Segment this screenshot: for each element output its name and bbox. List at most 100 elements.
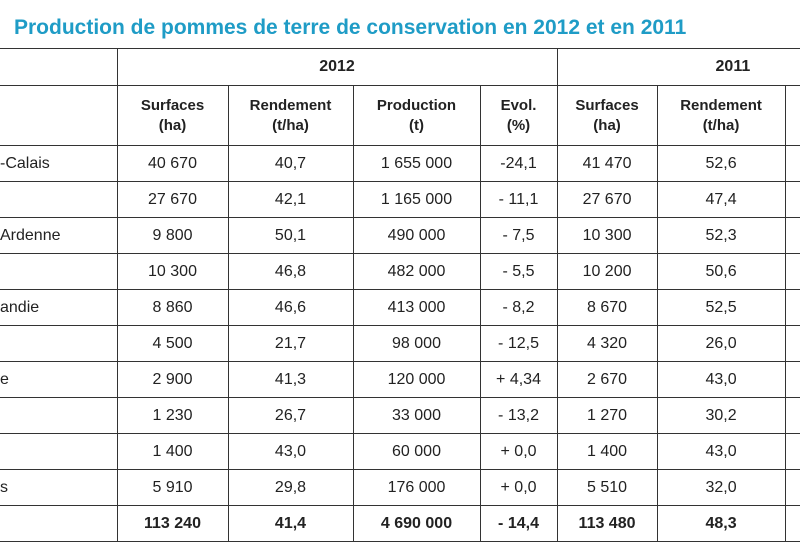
cell: 10 300 (116, 253, 229, 290)
cell: 46,6 (227, 289, 354, 326)
cell: 30,2 (656, 397, 786, 434)
cell: + 4,34 (479, 361, 558, 398)
cell (784, 289, 800, 326)
cell: 113 480 (556, 505, 658, 542)
cell (784, 253, 800, 290)
cell: - 14,4 (479, 505, 558, 542)
cell: - 11,1 (479, 181, 558, 218)
table-row: andie 8 860 46,6 413 000- 8,2 8 670 52,5 (0, 289, 800, 326)
cell: 50,6 (656, 253, 786, 290)
cell: 1 230 (116, 397, 229, 434)
table-row: Ardenne 9 800 50,1 490 000- 7,5 10 300 52,3 (0, 217, 800, 254)
row-label (0, 253, 118, 290)
cell: 41,3 (227, 361, 354, 398)
cell (784, 85, 800, 146)
cell (784, 325, 800, 362)
group-header: 2012 (116, 48, 558, 86)
cell: 46,8 (227, 253, 354, 290)
cell: 52,5 (656, 289, 786, 326)
cell (0, 48, 118, 86)
row-label (0, 397, 118, 434)
cell (784, 361, 800, 398)
cell: 8 670 (556, 289, 658, 326)
cell: 2 900 (116, 361, 229, 398)
cell: 9 800 (116, 217, 229, 254)
cell: 27 670 (556, 181, 658, 218)
cell: 4 500 (116, 325, 229, 362)
cell: 113 240 (116, 505, 229, 542)
title: Production de pommes de terre de conserv… (14, 16, 687, 39)
column-header: Rendement (t/ha) (656, 85, 786, 146)
cell: - 5,5 (479, 253, 558, 290)
cell: + 0,0 (479, 469, 558, 506)
table-row: 10 300 46,8 482 000- 5,5 10 200 50,6 (0, 253, 800, 290)
column-header-row: Surfaces (ha) Rendement (t/ha) Production … (0, 85, 800, 146)
cell: 42,1 (227, 181, 354, 218)
cell: 8 860 (116, 289, 229, 326)
table-row: 4 500 21,7 98 000- 12,5 4 320 26,0 (0, 325, 800, 362)
cell: 2 670 (556, 361, 658, 398)
row-label: s (0, 469, 118, 506)
cell: 1 400 (116, 433, 229, 470)
cell: 1 165 000 (352, 181, 481, 218)
row-label (0, 325, 118, 362)
table-row: 1 230 26,7 33 000- 13,2 1 270 30,2 (0, 397, 800, 434)
column-header: Surfaces (ha) (116, 85, 229, 146)
cell: 40 670 (116, 145, 229, 182)
cell (784, 433, 800, 470)
cell: - 13,2 (479, 397, 558, 434)
cell: 21,7 (227, 325, 354, 362)
table-row: 1 400 43,0 60 000 + 0,0 1 400 43,0 (0, 433, 800, 470)
cell: 1 270 (556, 397, 658, 434)
cell (784, 505, 800, 542)
cell: 482 000 (352, 253, 481, 290)
cell: + 0,0 (479, 433, 558, 470)
column-header: Evol. (%) (479, 85, 558, 146)
cell: 413 000 (352, 289, 481, 326)
column-header: Rendement (t/ha) (227, 85, 354, 146)
cell: 48,3 (656, 505, 786, 542)
cell: 26,0 (656, 325, 786, 362)
group-header: 2011 (556, 48, 800, 86)
cell: 41 470 (556, 145, 658, 182)
cell: 10 200 (556, 253, 658, 290)
cell: 60 000 (352, 433, 481, 470)
table-row: 27 670 42,1 1 165 000- 11,1 27 670 47,4 (0, 181, 800, 218)
cell: 27 670 (116, 181, 229, 218)
table-row: 113 240 41,4 4 690 000- 14,4 113 480 48,3 (0, 505, 800, 542)
cell: 4 320 (556, 325, 658, 362)
cell: 10 300 (556, 217, 658, 254)
cell: 120 000 (352, 361, 481, 398)
cell: 52,3 (656, 217, 786, 254)
cell (0, 85, 118, 146)
cell (784, 217, 800, 254)
cell: 4 690 000 (352, 505, 481, 542)
cell: 40,7 (227, 145, 354, 182)
row-label (0, 181, 118, 218)
group-header-row: 2012 2011 (0, 48, 800, 86)
table-row: -Calais 40 670 40,7 1 655 000 -24,1 41 470 52,… (0, 145, 800, 182)
row-label: e (0, 361, 118, 398)
row-label: andie (0, 289, 118, 326)
cell: 33 000 (352, 397, 481, 434)
cell: - 8,2 (479, 289, 558, 326)
cell: 43,0 (656, 433, 786, 470)
cell: 52,6 (656, 145, 786, 182)
cell: 176 000 (352, 469, 481, 506)
cell: 5 510 (556, 469, 658, 506)
cell (784, 397, 800, 434)
cell: 50,1 (227, 217, 354, 254)
cell (784, 469, 800, 506)
row-label (0, 505, 118, 542)
cell: 47,4 (656, 181, 786, 218)
cell: 43,0 (656, 361, 786, 398)
cell (784, 145, 800, 182)
cell: 1 655 000 (352, 145, 481, 182)
row-label (0, 433, 118, 470)
cell: 1 400 (556, 433, 658, 470)
cell: 41,4 (227, 505, 354, 542)
cell: - 7,5 (479, 217, 558, 254)
